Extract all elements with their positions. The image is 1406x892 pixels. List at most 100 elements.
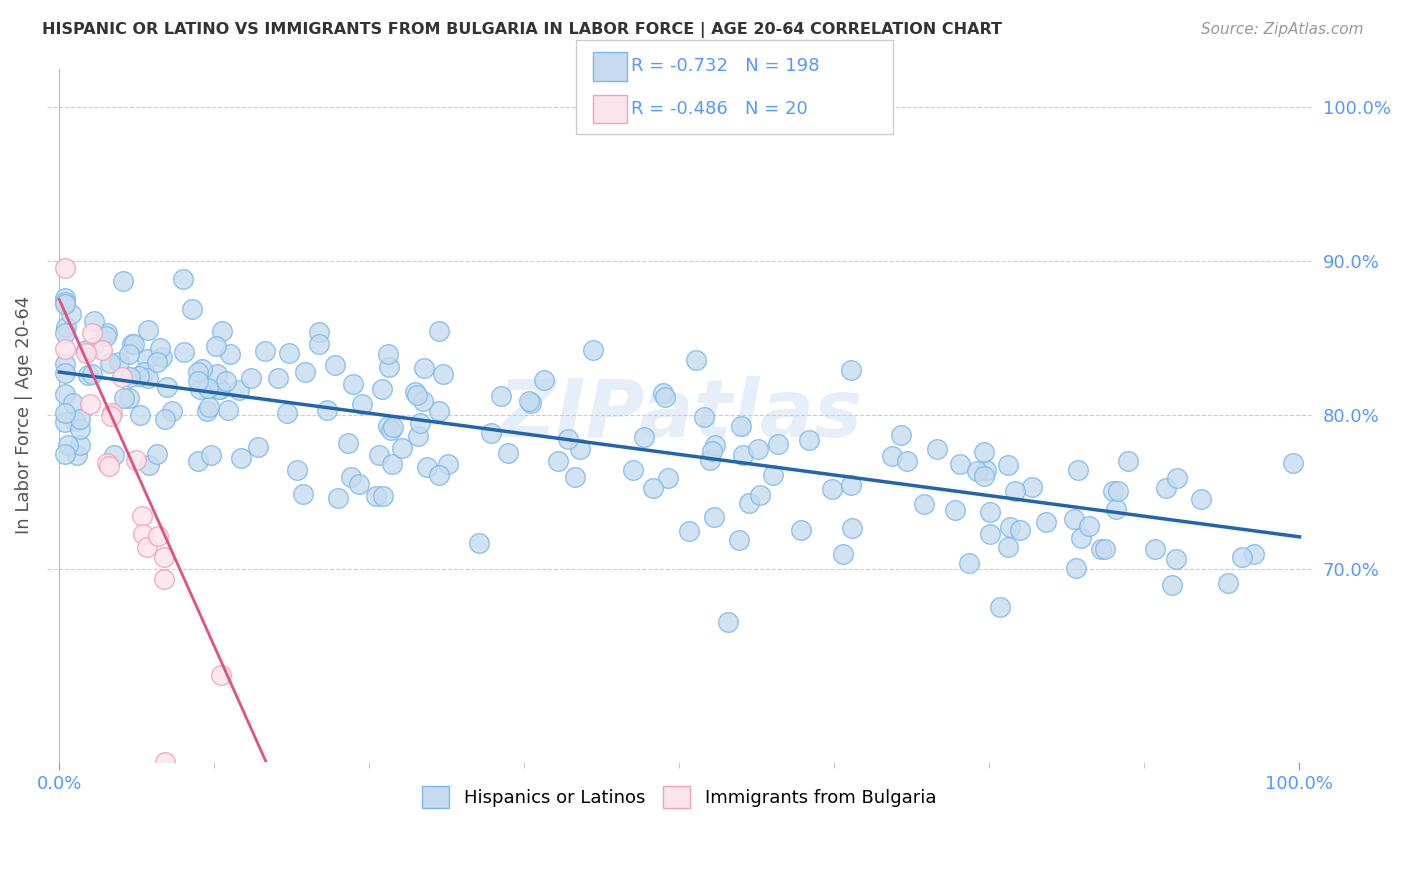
Point — [197, 381, 219, 395]
Point — [187, 374, 209, 388]
Point — [1094, 542, 1116, 557]
Point — [943, 502, 966, 516]
Point — [841, 521, 863, 535]
Point — [96, 326, 118, 341]
Point — [988, 599, 1011, 614]
Point — [378, 359, 401, 374]
Point — [437, 457, 460, 471]
Point — [832, 547, 855, 561]
Point — [381, 458, 404, 472]
Point — [55, 297, 77, 311]
Point — [1010, 524, 1032, 538]
Point — [136, 370, 159, 384]
Point — [125, 453, 148, 467]
Point — [979, 527, 1001, 541]
Point — [1021, 480, 1043, 494]
Point — [285, 463, 308, 477]
Point — [292, 486, 315, 500]
Point — [692, 409, 714, 424]
Point — [406, 387, 429, 401]
Point — [150, 350, 173, 364]
Text: Source: ZipAtlas.com: Source: ZipAtlas.com — [1201, 22, 1364, 37]
Text: R = -0.732   N = 198: R = -0.732 N = 198 — [631, 57, 820, 76]
Point — [352, 397, 374, 411]
Point — [187, 454, 209, 468]
Point — [156, 379, 179, 393]
Point — [75, 346, 97, 360]
Point — [730, 418, 752, 433]
Point — [187, 365, 209, 379]
Point — [347, 477, 370, 491]
Point — [145, 447, 167, 461]
Point — [699, 453, 721, 467]
Point — [294, 365, 316, 379]
Point — [135, 541, 157, 555]
Point — [519, 394, 541, 409]
Point — [80, 326, 103, 340]
Point — [408, 429, 430, 443]
Point — [342, 377, 364, 392]
Point — [209, 668, 232, 682]
Point — [427, 467, 450, 482]
Point — [198, 401, 221, 415]
Point — [308, 325, 330, 339]
Point — [153, 755, 176, 769]
Point — [882, 449, 904, 463]
Point — [1164, 552, 1187, 566]
Point — [173, 344, 195, 359]
Point — [240, 371, 263, 385]
Point — [415, 460, 437, 475]
Point — [267, 370, 290, 384]
Point — [152, 550, 174, 565]
Point — [412, 393, 434, 408]
Point — [731, 448, 754, 462]
Point — [643, 481, 665, 495]
Point — [308, 337, 330, 351]
Point — [132, 365, 155, 379]
Point — [107, 355, 129, 369]
Point — [821, 482, 844, 496]
Point — [974, 462, 997, 476]
Point — [83, 314, 105, 328]
Point — [973, 469, 995, 483]
Point — [704, 438, 727, 452]
Legend: Hispanics or Latinos, Immigrants from Bulgaria: Hispanics or Latinos, Immigrants from Bu… — [415, 779, 943, 815]
Point — [1161, 578, 1184, 592]
Point — [1063, 512, 1085, 526]
Point — [228, 384, 250, 398]
Point — [364, 489, 387, 503]
Point — [172, 272, 194, 286]
Point — [215, 374, 238, 388]
Point — [118, 347, 141, 361]
Point — [979, 505, 1001, 519]
Point — [75, 343, 97, 358]
Point — [382, 420, 405, 434]
Point — [368, 449, 391, 463]
Point — [749, 488, 772, 502]
Point — [153, 572, 176, 586]
Point — [60, 307, 83, 321]
Point — [138, 458, 160, 472]
Point — [654, 390, 676, 404]
Point — [998, 520, 1021, 534]
Point — [1105, 502, 1128, 516]
Point — [65, 448, 87, 462]
Point — [839, 478, 862, 492]
Point — [91, 343, 114, 357]
Point — [65, 413, 87, 427]
Point — [997, 458, 1019, 472]
Point — [702, 444, 724, 458]
Point — [839, 363, 862, 377]
Point — [1107, 484, 1129, 499]
Point — [1004, 483, 1026, 498]
Point — [218, 347, 240, 361]
Point — [276, 406, 298, 420]
Point — [966, 464, 988, 478]
Text: R = -0.486   N = 20: R = -0.486 N = 20 — [631, 100, 808, 118]
Point — [205, 367, 228, 381]
Point — [132, 526, 155, 541]
Point — [427, 404, 450, 418]
Y-axis label: In Labor Force | Age 20-64: In Labor Force | Age 20-64 — [15, 296, 32, 534]
Point — [53, 260, 76, 275]
Point — [717, 615, 740, 629]
